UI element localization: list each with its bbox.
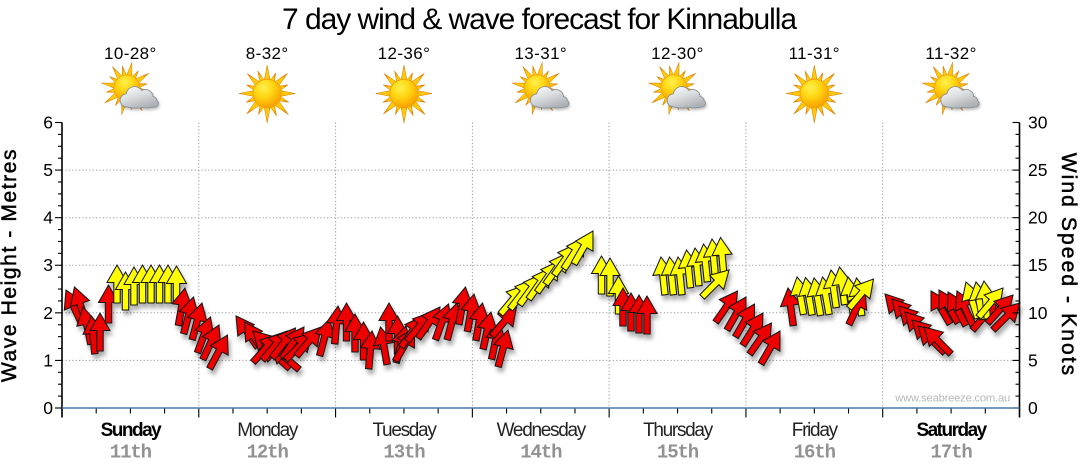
svg-text:8-32°: 8-32° [246, 44, 289, 63]
svg-text:Wednesday: Wednesday [497, 420, 587, 441]
svg-text:30: 30 [1028, 113, 1048, 133]
svg-text:14th: 14th [520, 442, 562, 464]
svg-text:16th: 16th [794, 442, 836, 464]
svg-text:5: 5 [43, 160, 53, 180]
svg-text:Tuesday: Tuesday [372, 420, 437, 441]
svg-text:13th: 13th [383, 442, 425, 464]
svg-text:11-32°: 11-32° [925, 44, 976, 63]
svg-text:12-30°: 12-30° [651, 44, 704, 63]
svg-text:Wind Speed - Knots: Wind Speed - Knots [1057, 153, 1080, 378]
svg-text:Monday: Monday [237, 420, 299, 441]
svg-text:6: 6 [43, 113, 53, 133]
svg-text:20: 20 [1028, 208, 1048, 228]
svg-text:13-31°: 13-31° [514, 44, 567, 63]
svg-text:15: 15 [1028, 255, 1047, 275]
svg-text:2: 2 [43, 303, 53, 323]
svg-text:5: 5 [1028, 350, 1038, 370]
svg-text:3: 3 [43, 255, 53, 275]
svg-text:Sunday: Sunday [101, 420, 163, 441]
svg-text:12th: 12th [247, 442, 289, 464]
svg-text:0: 0 [1028, 398, 1038, 418]
svg-text:10-28°: 10-28° [104, 44, 157, 63]
svg-text:10: 10 [1028, 303, 1048, 323]
svg-text:1: 1 [43, 350, 53, 370]
svg-text:25: 25 [1028, 160, 1047, 180]
svg-text:www.seabreeze.com.au: www.seabreeze.com.au [894, 393, 1010, 405]
svg-text:15th: 15th [657, 442, 699, 464]
svg-text:7 day wind & wave forecast for: 7 day wind & wave forecast for Kinnabull… [282, 3, 797, 36]
svg-text:Thursday: Thursday [643, 420, 714, 441]
svg-text:12-36°: 12-36° [378, 44, 431, 63]
svg-text:11th: 11th [110, 442, 152, 464]
svg-text:Saturday: Saturday [916, 420, 987, 441]
svg-text:17th: 17th [930, 442, 972, 464]
svg-text:Friday: Friday [792, 420, 839, 441]
svg-text:4: 4 [43, 208, 53, 228]
svg-text:Wave Height - Metres: Wave Height - Metres [0, 148, 21, 382]
svg-text:11-31°: 11-31° [789, 44, 840, 63]
svg-text:0: 0 [43, 398, 53, 418]
